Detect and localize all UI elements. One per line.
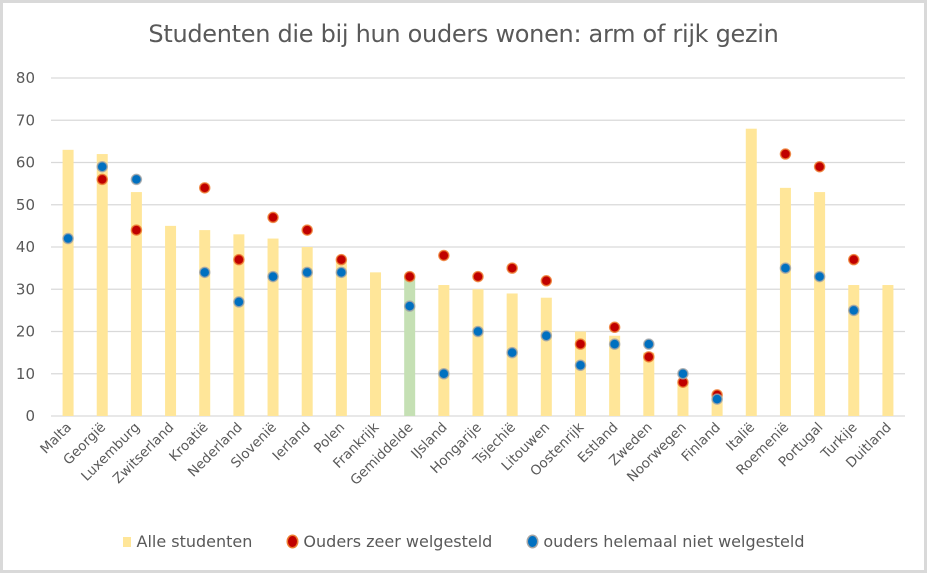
marker-niet-welgesteld bbox=[711, 393, 723, 405]
bar bbox=[677, 382, 689, 416]
y-tick-label: 10 bbox=[16, 365, 35, 383]
y-tick-label: 70 bbox=[16, 111, 35, 129]
legend-swatch-red-dot bbox=[288, 536, 298, 547]
y-axis-ticks: 0 10 20 30 40 50 60 70 80 bbox=[16, 69, 35, 425]
marker-niet-welgesteld bbox=[267, 270, 279, 283]
marker-zeer-welgesteld bbox=[438, 249, 450, 262]
y-tick-label: 0 bbox=[25, 407, 35, 425]
marker-niet-welgesteld bbox=[62, 232, 74, 245]
x-tick-label: Ierland bbox=[269, 420, 314, 465]
bars bbox=[62, 128, 894, 417]
marker-zeer-welgesteld bbox=[779, 148, 792, 160]
bar bbox=[540, 297, 552, 416]
marker-zeer-welgesteld bbox=[574, 338, 587, 350]
bar bbox=[370, 272, 382, 416]
marker-zeer-welgesteld bbox=[301, 224, 313, 236]
marker-niet-welgesteld bbox=[506, 346, 518, 359]
marker-zeer-welgesteld bbox=[96, 173, 108, 186]
marker-zeer-welgesteld bbox=[335, 253, 348, 266]
y-tick-label: 30 bbox=[16, 280, 35, 298]
bar bbox=[882, 285, 894, 416]
bar bbox=[814, 192, 826, 416]
marker-zeer-welgesteld bbox=[643, 351, 655, 363]
marker-niet-welgesteld bbox=[403, 300, 416, 312]
marker-zeer-welgesteld bbox=[403, 270, 416, 283]
legend-swatch-bar bbox=[122, 536, 131, 547]
y-tick-label: 60 bbox=[16, 154, 35, 172]
legend-label: Alle studenten bbox=[136, 532, 253, 551]
marker-niet-welgesteld bbox=[335, 266, 348, 279]
marker-zeer-welgesteld bbox=[267, 211, 279, 224]
marker-zeer-welgesteld bbox=[506, 262, 518, 274]
legend-item-ouders-niet-welgesteld[interactable]: ouders helemaal niet welgesteld bbox=[528, 532, 805, 551]
bar bbox=[199, 230, 211, 416]
bar bbox=[335, 259, 347, 416]
marker-niet-welgesteld bbox=[198, 266, 211, 279]
x-axis-labels: MaltaGeorgiëLuxemburgZwitserlandKroatiëN… bbox=[37, 419, 894, 488]
bar bbox=[609, 335, 621, 416]
marker-niet-welgesteld bbox=[96, 160, 108, 173]
marker-niet-welgesteld bbox=[779, 262, 792, 274]
legend-swatch-blue-dot bbox=[528, 536, 538, 547]
legend-item-alle-studenten[interactable]: Alle studenten bbox=[122, 532, 253, 551]
bar bbox=[233, 234, 245, 416]
legend-item-ouders-zeer-welgesteld[interactable]: Ouders zeer welgesteld bbox=[288, 532, 492, 551]
bar bbox=[267, 238, 279, 416]
legend: Alle studenten Ouders zeer welgesteld ou… bbox=[0, 532, 927, 551]
bar bbox=[438, 285, 450, 416]
marker-niet-welgesteld bbox=[130, 173, 143, 186]
legend-label: ouders helemaal niet welgesteld bbox=[543, 532, 805, 551]
bar bbox=[472, 289, 484, 416]
bar bbox=[643, 352, 655, 416]
bar bbox=[301, 247, 313, 416]
bar bbox=[779, 187, 791, 416]
bar bbox=[130, 192, 142, 416]
marker-niet-welgesteld bbox=[574, 359, 587, 372]
marker-zeer-welgesteld bbox=[198, 182, 211, 194]
chart-title: Studenten die bij hun ouders wonen: arm … bbox=[148, 20, 779, 48]
y-tick-label: 50 bbox=[16, 196, 35, 214]
marker-niet-welgesteld bbox=[677, 368, 689, 380]
marker-zeer-welgesteld bbox=[813, 160, 826, 173]
marker-niet-welgesteld bbox=[301, 266, 313, 279]
y-tick-label: 40 bbox=[16, 238, 35, 256]
legend-label: Ouders zeer welgesteld bbox=[303, 532, 493, 551]
marker-niet-welgesteld bbox=[472, 325, 484, 338]
bar bbox=[574, 331, 586, 416]
bar bbox=[62, 149, 74, 416]
marker-niet-welgesteld bbox=[608, 338, 621, 350]
marker-zeer-welgesteld bbox=[848, 253, 860, 266]
bar bbox=[96, 154, 108, 417]
marker-zeer-welgesteld bbox=[130, 224, 143, 236]
marker-zeer-welgesteld bbox=[233, 253, 245, 266]
marker-niet-welgesteld bbox=[438, 368, 450, 380]
bar bbox=[711, 394, 723, 416]
marker-niet-welgesteld bbox=[813, 270, 826, 283]
y-tick-label: 20 bbox=[16, 323, 35, 341]
marker-zeer-welgesteld bbox=[472, 270, 484, 283]
bar bbox=[848, 285, 860, 416]
bar bbox=[165, 225, 177, 416]
y-tick-label: 80 bbox=[16, 69, 35, 87]
x-tick-label: Finland bbox=[679, 420, 724, 465]
markers bbox=[62, 148, 860, 405]
marker-niet-welgesteld bbox=[643, 338, 655, 350]
marker-zeer-welgesteld bbox=[540, 275, 553, 287]
marker-zeer-welgesteld bbox=[608, 321, 621, 334]
marker-niet-welgesteld bbox=[540, 329, 553, 342]
marker-niet-welgesteld bbox=[233, 296, 245, 308]
bar bbox=[404, 276, 416, 416]
marker-niet-welgesteld bbox=[848, 304, 860, 317]
bar bbox=[745, 128, 757, 416]
